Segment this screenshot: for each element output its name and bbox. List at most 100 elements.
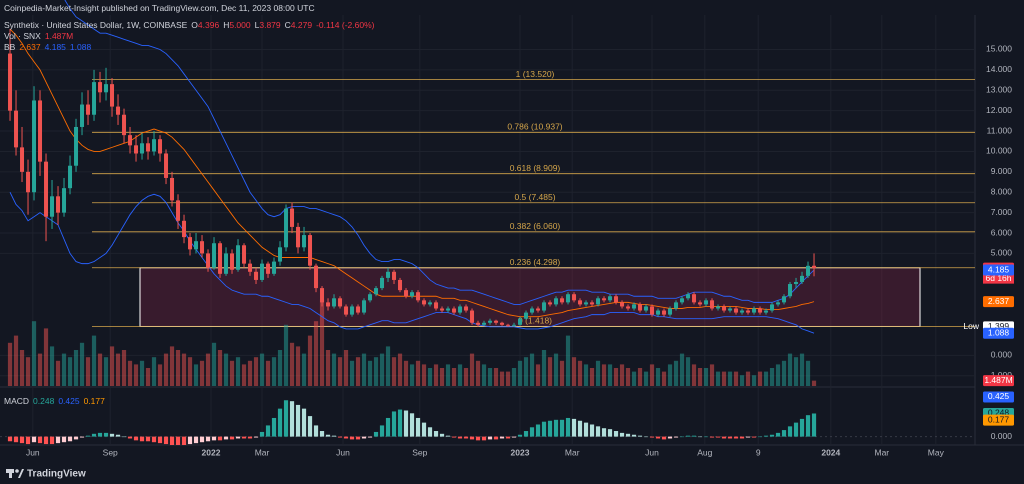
candle-body bbox=[794, 281, 799, 285]
ohlc-value: 5.000 bbox=[229, 20, 251, 30]
bb-name: BB bbox=[4, 42, 16, 52]
volume-bar bbox=[103, 357, 109, 386]
macd-bar bbox=[139, 436, 145, 442]
macd-bar bbox=[745, 436, 751, 438]
volume-bar bbox=[787, 353, 793, 386]
macd-bar bbox=[199, 436, 205, 443]
volume-bar bbox=[133, 364, 139, 386]
x-tick-label: 2022 bbox=[202, 447, 221, 457]
candle-body bbox=[194, 241, 199, 250]
macd-bar bbox=[187, 436, 193, 445]
macd-bar bbox=[571, 418, 577, 437]
volume-bar bbox=[457, 364, 463, 386]
countdown-box bbox=[983, 273, 1014, 284]
published: Coinpedia-Market-Insight published on Tr… bbox=[4, 3, 315, 13]
volume-bar bbox=[229, 360, 235, 386]
volume-bar bbox=[313, 321, 319, 386]
fib-label: 0 (1.418) bbox=[518, 316, 552, 326]
macd-bar bbox=[625, 433, 631, 437]
macd-bar bbox=[739, 436, 745, 439]
macd-bar bbox=[709, 436, 715, 438]
candle-body bbox=[590, 302, 595, 305]
candle-body bbox=[158, 139, 163, 154]
macd-bar bbox=[457, 436, 463, 439]
candle-body bbox=[206, 253, 211, 268]
candle-body bbox=[530, 308, 535, 313]
y-tick-label: -1.000 bbox=[988, 370, 1012, 380]
candle-body bbox=[272, 261, 277, 274]
candle-body bbox=[20, 147, 25, 172]
volume-label: 1.487M bbox=[984, 375, 1012, 385]
candle-body bbox=[800, 275, 805, 282]
macd-bar bbox=[37, 436, 43, 444]
volume-bar bbox=[523, 357, 529, 386]
macd-bar bbox=[439, 433, 445, 437]
volume-bar bbox=[121, 350, 127, 386]
candle-body bbox=[170, 177, 175, 201]
macd-bar bbox=[115, 434, 121, 437]
candle-body bbox=[656, 310, 661, 315]
candle-body bbox=[680, 298, 685, 303]
candle-body bbox=[488, 320, 493, 323]
x-tick-label: Aug bbox=[697, 447, 712, 457]
y-tick-label: 10.000 bbox=[986, 146, 1012, 156]
y-tick-label: 13.000 bbox=[986, 85, 1012, 95]
candle-body bbox=[92, 82, 97, 115]
volume-bar bbox=[451, 368, 457, 386]
macd-bar bbox=[295, 404, 301, 437]
macd-bar bbox=[487, 436, 493, 440]
candle-body bbox=[446, 308, 451, 311]
volume-bar bbox=[637, 368, 643, 386]
volume-bar bbox=[481, 364, 487, 386]
ohlc-value: 4.396 bbox=[197, 20, 220, 30]
volume-bar bbox=[601, 364, 607, 386]
macd-bar bbox=[595, 426, 601, 437]
macd-bar bbox=[643, 436, 649, 438]
volume-bar bbox=[769, 368, 775, 386]
macd-bar bbox=[385, 417, 391, 437]
macd-bar bbox=[613, 431, 619, 437]
volume-bar bbox=[217, 350, 223, 386]
candle-body bbox=[32, 100, 37, 193]
candle-body bbox=[8, 53, 13, 111]
volume-bar bbox=[265, 360, 271, 386]
macd-bar bbox=[811, 413, 817, 437]
volume-bar bbox=[589, 368, 595, 386]
candle-body bbox=[392, 271, 397, 280]
x-tick-label: Sep bbox=[103, 447, 118, 457]
candle-body bbox=[578, 300, 583, 305]
macd-bar bbox=[349, 436, 355, 440]
macd-bar bbox=[373, 431, 379, 437]
candle-body bbox=[122, 114, 127, 136]
bb-basis-label: 2.637 bbox=[988, 296, 1010, 306]
volume-bar bbox=[733, 371, 739, 386]
volume-bar bbox=[691, 364, 697, 386]
macd-bar bbox=[421, 422, 427, 437]
volume-bar bbox=[463, 368, 469, 386]
macd-bar bbox=[175, 436, 181, 445]
macd-bar bbox=[307, 416, 313, 437]
candle-body bbox=[182, 220, 187, 238]
volume-bar bbox=[739, 375, 745, 386]
macd-bar bbox=[151, 436, 157, 443]
macd-bar bbox=[787, 426, 793, 437]
candle-body bbox=[722, 306, 727, 311]
ohlc-value: 4.279 bbox=[290, 20, 313, 30]
macd-bar bbox=[19, 436, 25, 444]
candle-body bbox=[518, 318, 523, 325]
ohlc-value: 3.879 bbox=[259, 20, 281, 30]
candle-body bbox=[536, 308, 541, 311]
macd-bar bbox=[553, 419, 559, 437]
volume-bar bbox=[649, 364, 655, 386]
candle-body bbox=[674, 302, 679, 309]
macd-bar bbox=[529, 427, 535, 437]
candle-body bbox=[506, 324, 511, 326]
candle-body bbox=[110, 84, 115, 107]
macd-bar bbox=[127, 436, 133, 439]
macd-bar bbox=[775, 432, 781, 437]
volume-bar bbox=[799, 353, 805, 386]
candle-body bbox=[560, 298, 565, 303]
macd-bar bbox=[673, 436, 679, 438]
candle-body bbox=[278, 247, 283, 262]
volume-bar bbox=[445, 364, 451, 386]
